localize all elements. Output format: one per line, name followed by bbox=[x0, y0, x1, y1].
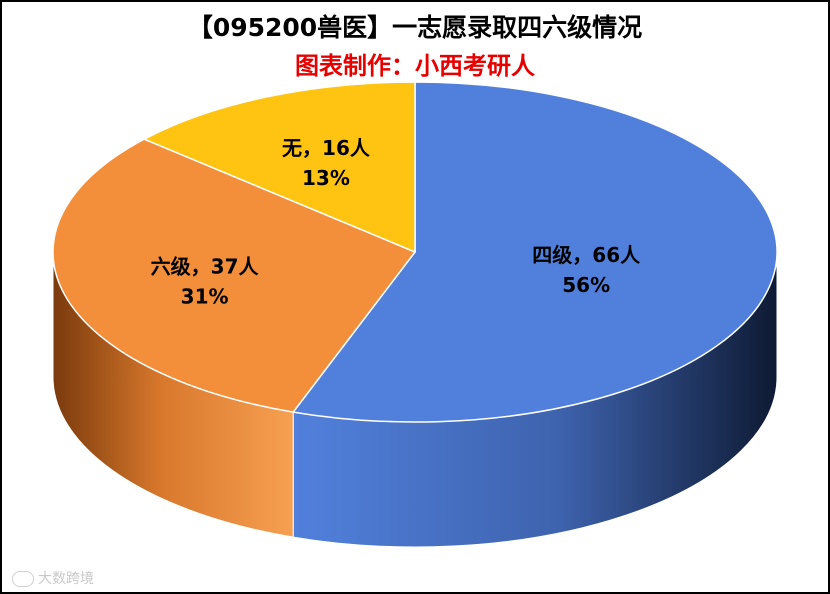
chart-subtitle: 图表制作：小西考研人 bbox=[295, 52, 535, 80]
watermark: 大数跨境 bbox=[12, 568, 94, 588]
slice-percent-label: 13% bbox=[302, 166, 350, 190]
slice-label: 四级，66人 bbox=[532, 243, 641, 267]
slice-label: 无，16人 bbox=[282, 136, 371, 160]
watermark-text: 大数跨境 bbox=[38, 571, 94, 587]
pie-slice[interactable] bbox=[52, 138, 417, 413]
slice-label: 六级，37人 bbox=[151, 254, 260, 278]
pie-slice[interactable] bbox=[291, 81, 778, 423]
pie-slice[interactable] bbox=[142, 81, 416, 254]
slice-percent-label: 56% bbox=[562, 273, 610, 297]
slice-percent-label: 31% bbox=[181, 284, 229, 308]
chart-title: 【095200兽医】一志愿录取四六级情况 bbox=[187, 13, 643, 42]
watermark-logo-icon bbox=[12, 571, 34, 587]
